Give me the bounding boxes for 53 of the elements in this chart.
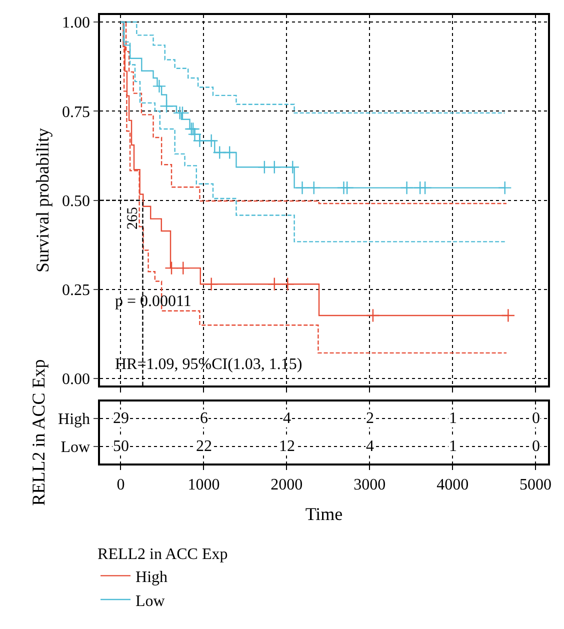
point <box>164 261 178 275</box>
point <box>498 180 512 195</box>
data-label: 4 <box>283 410 291 427</box>
y-tick-label: 0.00 <box>62 371 90 388</box>
y-axis-title: RELL2 in ACC Exp <box>28 359 49 506</box>
data-label: 2 <box>366 410 374 427</box>
point <box>267 277 282 291</box>
point <box>501 308 516 322</box>
point <box>267 160 282 174</box>
point <box>366 308 380 322</box>
data-label: 6 <box>200 410 208 427</box>
data-label: 1 <box>449 410 457 427</box>
legend-label: Low <box>136 592 166 610</box>
data-label: 22 <box>196 438 212 455</box>
point <box>280 277 295 291</box>
data-label: 4 <box>366 438 374 455</box>
x-tick-label: 4000 <box>436 476 469 494</box>
ref-line-label: 265 <box>124 207 141 230</box>
point <box>340 180 354 195</box>
x-axis-title: Time <box>305 504 343 524</box>
point <box>286 160 300 174</box>
point <box>295 180 310 195</box>
data-label: 50 <box>113 438 129 455</box>
x-tick-label: 5000 <box>520 476 552 494</box>
data-label: 29 <box>113 410 129 427</box>
point <box>176 261 190 275</box>
point <box>400 180 414 195</box>
data-label: 1 <box>449 438 457 455</box>
point <box>204 134 218 148</box>
y-tick-label: 0.25 <box>62 282 90 300</box>
point <box>222 146 236 160</box>
y-tick-label: 0.50 <box>62 192 90 210</box>
point <box>204 277 218 291</box>
legend-label: High <box>136 568 168 586</box>
y-axis-title: Survival probability <box>32 128 53 273</box>
point <box>152 79 166 94</box>
annotation: HR=1.09, 95%CI(1.03, 1.15) <box>115 356 302 373</box>
point <box>176 106 190 120</box>
y-tick-label: High <box>58 411 90 428</box>
x-tick-label: 2000 <box>270 476 303 494</box>
x-tick-label: 3000 <box>354 476 386 494</box>
point <box>306 180 321 195</box>
data-label: 0 <box>532 438 540 455</box>
x-tick-label: 0 <box>116 476 125 494</box>
point <box>418 180 432 195</box>
x-tick-label: 1000 <box>188 476 220 494</box>
data-label: 0 <box>532 410 540 427</box>
legend-title: RELL2 in ACC Exp <box>98 546 228 563</box>
y-tick-label: 1.00 <box>62 14 90 32</box>
data-label: 12 <box>279 438 295 455</box>
y-tick-label: Low <box>60 439 90 456</box>
y-tick-label: 0.75 <box>62 104 90 121</box>
point <box>160 99 174 114</box>
